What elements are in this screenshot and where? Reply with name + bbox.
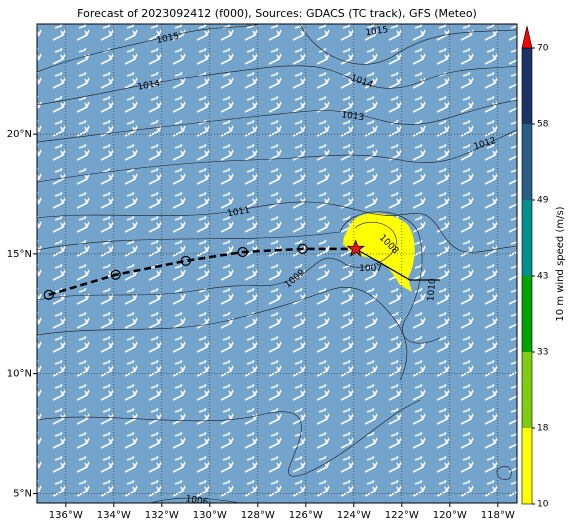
contour-label: 1010 [426, 278, 438, 302]
x-tick-label: 136°W [49, 510, 83, 521]
contour-label: 1011 [227, 206, 251, 220]
x-tick-label: 124°W [337, 510, 371, 521]
colorbar-segment [522, 428, 532, 504]
colorbar-label: 10 m wind speed (m/s) [555, 206, 566, 321]
y-tick-label: 5°N [13, 488, 32, 499]
current-position [346, 239, 365, 257]
axes: 136°W 134°W 132°W 130°W 128°W 126°W 124°W 122°W… [7, 129, 515, 521]
chart-title: Forecast of 2023092412 (f000), Sources: … [77, 7, 477, 20]
x-tick-label: 128°W [241, 510, 275, 521]
colorbar-tick-label: 43 [537, 272, 548, 282]
track-point [237, 246, 248, 258]
track-point [297, 243, 308, 254]
colorbar-tick-label: 18 [537, 424, 549, 434]
x-tick-label: 134°W [97, 510, 131, 521]
colorbar-tick-label: 10 [537, 500, 549, 510]
colorbar-extend [521, 25, 533, 49]
x-tick-label: 132°W [145, 510, 179, 521]
track-point [110, 269, 121, 280]
x-tick-label: 130°W [193, 510, 227, 521]
colorbar-tick-label: 49 [537, 196, 549, 206]
track-line [48, 247, 356, 297]
colorbar-tick-label: 70 [537, 44, 549, 54]
map-frame [36, 23, 518, 504]
colorbar-segment [522, 276, 532, 352]
contour-label: 1015 [156, 32, 180, 47]
x-tick-label: 120°W [433, 510, 467, 521]
track-point [43, 289, 54, 300]
colorbar-tick-label: 58 [537, 120, 549, 130]
colorbar-segment [522, 124, 532, 200]
contour-label: 1007 [359, 264, 382, 274]
colorbar: 10 18 33 43 49 58 70 [521, 25, 549, 510]
grid [37, 24, 517, 503]
y-tick-label: 20°N [7, 129, 32, 140]
contour-label: 1013 [341, 110, 365, 123]
y-tick-label: 15°N [7, 249, 32, 260]
track [43, 239, 365, 300]
x-tick-label: 118°W [481, 510, 515, 521]
x-tick-label: 122°W [385, 510, 419, 521]
x-tick-label: 126°W [289, 510, 323, 521]
contour-label: 1006 [185, 494, 210, 508]
colorbar-segment [522, 200, 532, 276]
contour-label: 1014 [137, 79, 162, 93]
track-point [180, 255, 191, 266]
motion-vector [355, 248, 440, 281]
colorbar-tick-label: 33 [537, 348, 548, 358]
y-tick-label: 10°N [7, 369, 32, 380]
colorbar-segment [522, 352, 532, 428]
colorbar-segment [522, 48, 532, 124]
wind-barbs [37, 24, 517, 503]
isobars [37, 24, 517, 503]
contour-label: 1015 [365, 25, 389, 38]
